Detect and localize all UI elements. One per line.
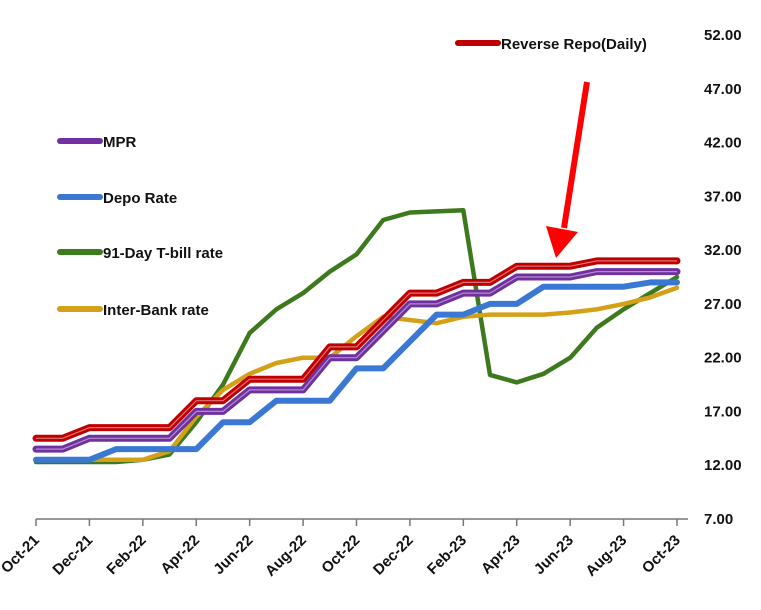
- y-tick-label: 32.00: [704, 242, 742, 259]
- series-highlight: [36, 271, 677, 450]
- x-tick-label: Feb-23: [424, 532, 470, 578]
- y-tick-label: 42.00: [704, 135, 742, 152]
- y-tick-label: 52.00: [704, 27, 742, 44]
- x-tick-label: Feb-22: [103, 532, 149, 578]
- x-tick-label: Oct-21: [0, 532, 43, 577]
- x-tick-label: Aug-22: [262, 532, 310, 580]
- x-tick-label: Dec-21: [49, 532, 96, 579]
- series-line-depo-rate: [33, 279, 680, 463]
- x-tick-label: Apr-23: [478, 532, 524, 578]
- x-tick-label: Jun-22: [210, 532, 256, 578]
- x-tick-label: Apr-22: [157, 532, 203, 578]
- x-tick-label: Aug-23: [582, 532, 630, 580]
- x-tick-label: Oct-22: [318, 532, 363, 577]
- series-line-inter-bank-rate: [33, 285, 680, 463]
- legend-label: Inter-Bank rate: [103, 302, 209, 319]
- series-highlight: [36, 260, 677, 439]
- y-tick-label: 12.00: [704, 457, 742, 474]
- legend: Reverse Repo(Daily) MPR Depo Rate 91-Day T-…: [57, 36, 647, 319]
- legend-label: 91-Day T-bill rate: [103, 245, 223, 262]
- series-line-mpr: [32, 268, 681, 453]
- x-tick-label: Dec-22: [370, 532, 417, 579]
- red-arrow-shaft: [561, 81, 590, 229]
- series-group: [32, 208, 681, 465]
- x-tick-label: Jun-23: [531, 532, 577, 578]
- red-arrow-head-icon: [546, 226, 578, 258]
- annotations: [546, 81, 590, 258]
- y-tick-label: 22.00: [704, 350, 742, 367]
- y-tick-label: 47.00: [704, 81, 742, 98]
- legend-label: MPR: [103, 134, 137, 151]
- y-tick-label: 27.00: [704, 296, 742, 313]
- y-tick-label: 37.00: [704, 188, 742, 205]
- legend-label: Depo Rate: [103, 190, 177, 207]
- y-tick-label: 7.00: [704, 511, 733, 528]
- x-tick-label: Oct-23: [639, 532, 684, 577]
- series-line-reverse-repo-daily-: [32, 257, 681, 442]
- y-tick-label: 17.00: [704, 403, 742, 420]
- legend-label: Reverse Repo(Daily): [501, 36, 647, 53]
